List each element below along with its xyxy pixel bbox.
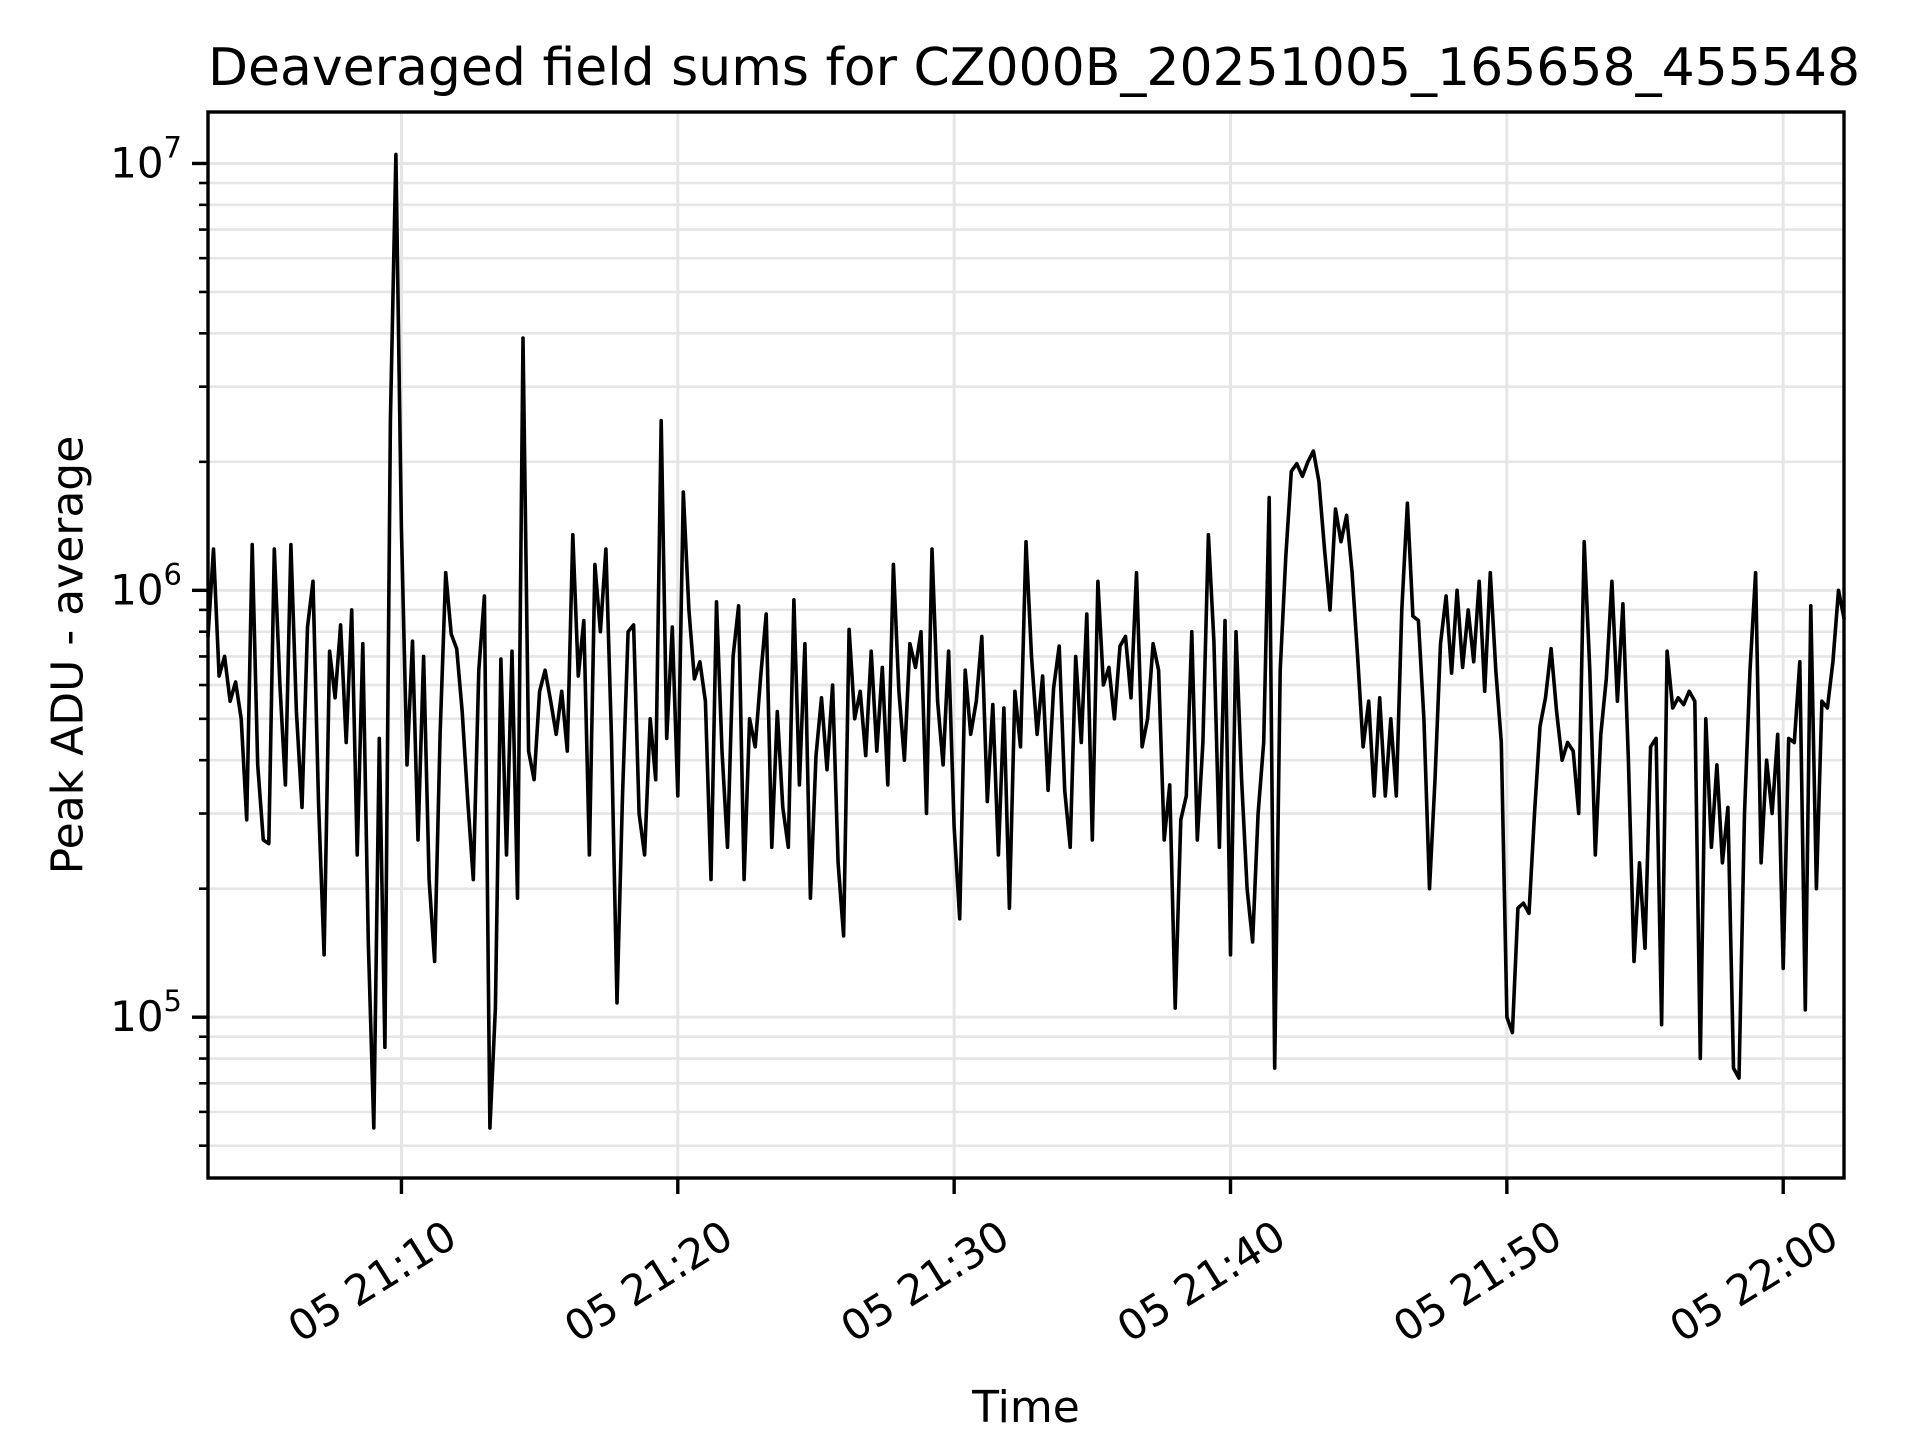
x-axis-label: Time <box>972 1382 1080 1433</box>
x-tick-label: 05 21:40 <box>1109 1211 1294 1352</box>
x-axis-ticks: 05 21:10 05 21:20 05 21:30 05 21:40 05 21:50… <box>279 1178 1847 1352</box>
x-tick-label: 05 21:30 <box>832 1211 1017 1352</box>
data-line-series <box>206 152 1846 1130</box>
plot-spines <box>206 110 1846 1180</box>
y-axis-label: Peak ADU - average <box>42 435 94 875</box>
y-tick-label: 105 <box>110 984 182 1041</box>
x-tick-label: 05 21:20 <box>556 1211 741 1352</box>
y-axis-ticks: 105 106 107 <box>110 130 208 1147</box>
chart-title: Deaveraged field sums for CZ000B_2025100… <box>208 38 1861 98</box>
x-tick-label: 05 21:10 <box>279 1211 464 1352</box>
x-tick-label: 05 21:50 <box>1385 1211 1570 1352</box>
y-tick-label: 106 <box>110 557 182 614</box>
x-tick-label: 05 22:00 <box>1661 1211 1846 1352</box>
y-tick-label: 107 <box>110 130 182 187</box>
gridlines <box>208 112 1844 1178</box>
